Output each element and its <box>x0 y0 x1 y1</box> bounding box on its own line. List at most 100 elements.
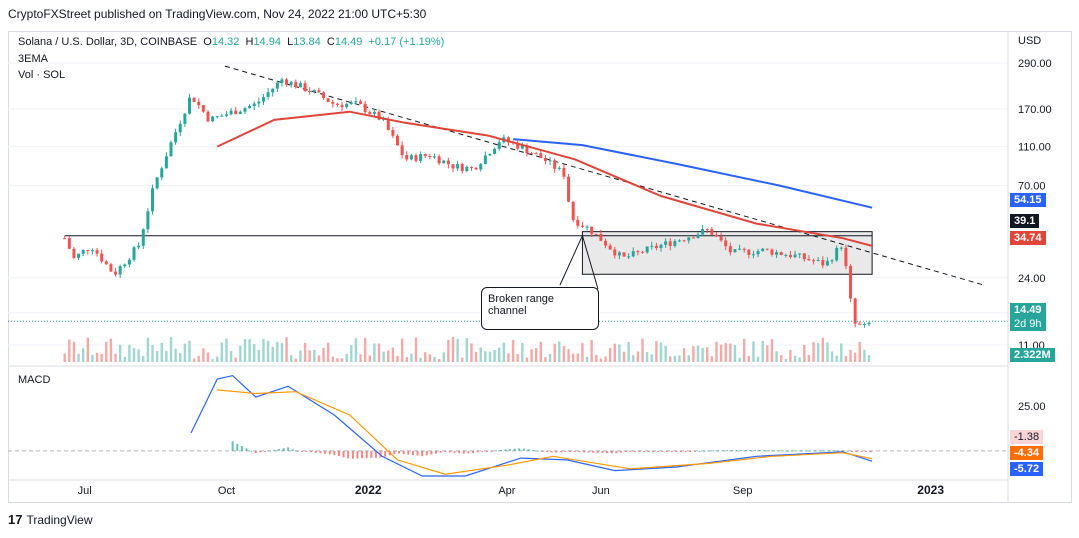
candle-body <box>844 247 848 267</box>
macd-histogram-bar <box>259 450 262 453</box>
volume-bar <box>544 357 547 362</box>
candle-body <box>825 261 829 266</box>
volume-bar <box>752 341 755 362</box>
volume-bar <box>63 353 66 362</box>
volume-bar <box>169 337 173 362</box>
volume-bar <box>313 349 316 362</box>
volume-bar <box>216 356 219 362</box>
macd-histogram-bar <box>712 450 715 452</box>
candle-body <box>701 229 705 235</box>
tradingview-footer[interactable]: 17 TradingView <box>8 512 93 527</box>
volume-bar <box>678 355 681 362</box>
macd-histogram-bar <box>476 450 479 453</box>
volume-bar <box>474 351 478 362</box>
time-tick-label: Apr <box>498 485 515 497</box>
macd-histogram-bar <box>504 449 507 451</box>
symbol-legend[interactable]: Solana / U.S. Dollar, 3D, COINBASE O14.3… <box>18 36 444 48</box>
candle-body <box>617 252 621 256</box>
volume-bar <box>641 338 644 362</box>
macd-histogram-bar <box>610 450 613 454</box>
candle-body <box>835 247 839 261</box>
open-value: 14.32 <box>211 36 240 48</box>
candle-body <box>853 298 857 324</box>
candle-body <box>677 240 681 242</box>
signal-line <box>217 389 873 475</box>
time-tick-label: Jul <box>78 485 92 497</box>
macd-histogram-bar <box>864 450 867 452</box>
volume-bar <box>114 353 117 362</box>
volume-bar <box>234 357 237 362</box>
volume-bar <box>400 338 404 362</box>
volume-bar <box>622 351 626 362</box>
indicator-ema-label[interactable]: 3EMA <box>18 53 48 65</box>
volume-bar <box>539 341 543 362</box>
candle-body <box>539 153 543 159</box>
candle-body <box>303 83 307 92</box>
time-tick-label: 2023 <box>917 483 944 497</box>
annotation-callout[interactable]: Broken range channel <box>481 287 599 330</box>
macd-histogram-bar <box>532 449 535 451</box>
candle-body <box>530 153 534 155</box>
indicator-volume-label[interactable]: Vol · SOL <box>18 69 66 81</box>
candle-body <box>372 111 376 114</box>
countdown-tag: 2d 9h <box>1010 317 1046 331</box>
volume-bar <box>359 354 362 362</box>
macd-histogram-bar <box>703 450 706 452</box>
candle-body <box>664 241 668 245</box>
candle-body <box>687 237 691 241</box>
descending-trendline[interactable] <box>224 65 985 286</box>
candle-body <box>784 254 788 256</box>
volume-bar <box>863 349 866 362</box>
time-tick-label: Oct <box>218 485 235 497</box>
candle-body <box>580 225 584 227</box>
volume-bar <box>91 354 94 362</box>
tradingview-brand: TradingView <box>26 512 93 527</box>
volume-bar <box>294 358 298 362</box>
candle-body <box>280 79 284 83</box>
volume-bar <box>479 347 482 362</box>
macd-histogram-bar <box>351 450 354 459</box>
macd-indicator-label[interactable]: MACD <box>18 374 51 386</box>
symbol-title: Solana / U.S. Dollar, 3D, COINBASE <box>18 36 198 48</box>
price-candles <box>63 77 871 328</box>
volume-bar <box>719 344 723 362</box>
volume-bar <box>488 351 492 362</box>
candle-body <box>807 259 811 261</box>
volume-bar <box>95 352 99 362</box>
macd-histogram-bar <box>430 450 433 455</box>
volume-bar <box>86 337 89 362</box>
range-box[interactable] <box>581 231 873 275</box>
macd-histogram-bar <box>342 450 345 458</box>
chart-panel <box>8 31 1072 503</box>
volume-bar <box>183 343 187 362</box>
macd-histogram-bar <box>231 441 234 451</box>
macd-histogram-bar <box>310 450 313 453</box>
time-tick-label: Jun <box>592 485 610 497</box>
volume-bar <box>530 349 533 362</box>
candle-body <box>409 155 413 160</box>
candle-body <box>146 211 150 230</box>
candle-body <box>465 166 469 172</box>
volume-bar <box>835 355 838 362</box>
candle-body <box>493 148 497 155</box>
volume-bar <box>729 343 732 362</box>
candle-body <box>460 163 464 172</box>
candle-body <box>622 252 626 257</box>
candle-body <box>710 229 714 235</box>
candle-body <box>728 246 732 253</box>
candle-body <box>543 158 547 161</box>
candle-body <box>604 240 608 246</box>
volume-bar <box>373 343 376 362</box>
volume-bar <box>123 357 126 362</box>
macd-histogram-bar <box>573 450 576 452</box>
volume-bar <box>645 352 649 362</box>
candle-body <box>525 145 529 154</box>
candle-body <box>377 111 381 120</box>
volume-bar <box>81 348 85 362</box>
candle-body <box>211 116 215 122</box>
macd-histogram-bar <box>869 450 872 453</box>
volume-bar <box>521 342 524 362</box>
volume-bar <box>303 342 307 362</box>
macd-histogram-bar <box>698 450 701 452</box>
